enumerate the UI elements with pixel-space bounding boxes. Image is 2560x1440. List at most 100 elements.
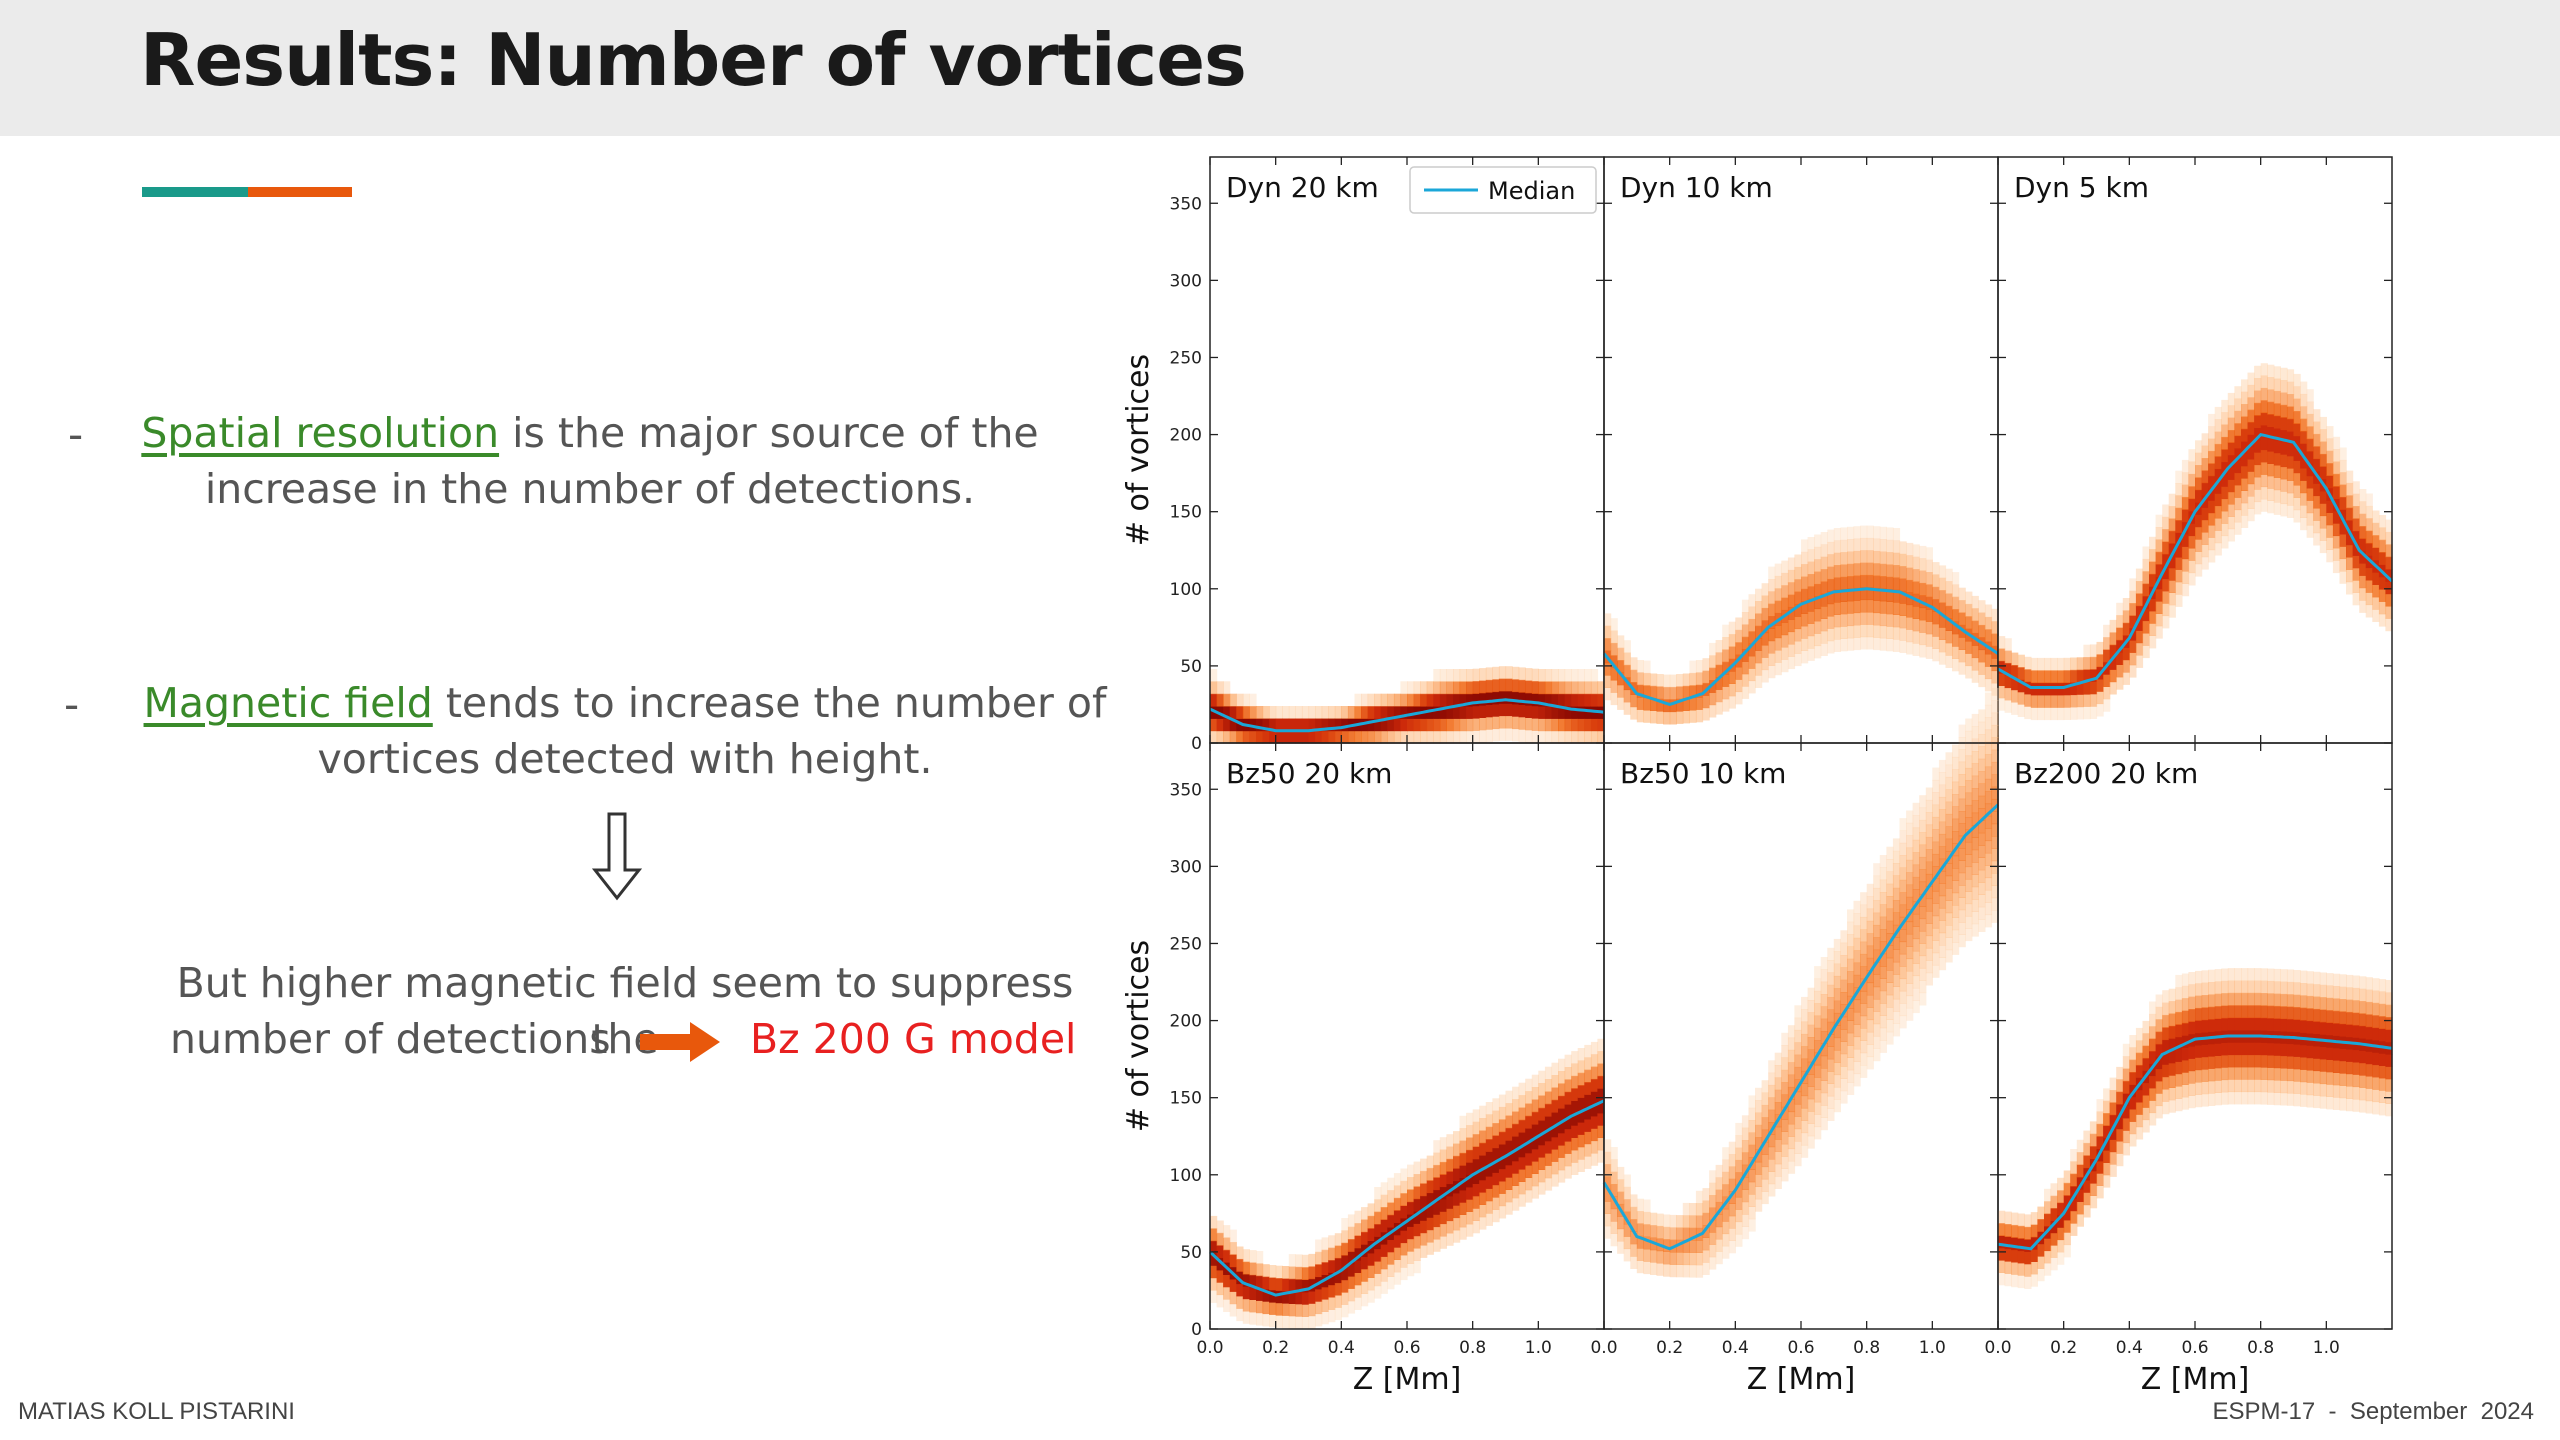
heatmap-cell	[1433, 1189, 1441, 1203]
heatmap-cell	[2181, 1084, 2190, 1098]
heatmap-cell	[1308, 1290, 1316, 1304]
heatmap-cell	[2306, 1082, 2314, 1096]
heatmap-cell	[1741, 612, 1750, 625]
heatmap-cell	[1919, 607, 1927, 621]
heatmap-cell	[2313, 1070, 2321, 1084]
heatmap-cell	[2332, 973, 2341, 987]
heatmap-cell	[2365, 493, 2373, 507]
y-axis-label: # of vortices	[1121, 940, 1156, 1132]
heatmap-cell	[2359, 1050, 2367, 1064]
heatmap-cell	[1958, 872, 1966, 886]
heatmap-cell	[1984, 778, 1993, 792]
heatmap-cell	[1446, 1195, 1454, 1209]
heatmap-cell	[1932, 562, 1940, 575]
heatmap-cell	[1781, 560, 1789, 574]
heatmap-cell	[1814, 633, 1822, 647]
heatmap-cell	[1505, 1201, 1513, 1215]
heatmap-cell	[2300, 430, 2308, 444]
heatmap-cell	[2273, 366, 2281, 380]
heatmap-cell	[1827, 566, 1835, 580]
heatmap-cell	[1886, 613, 1894, 627]
heatmap-cell	[1354, 1297, 1362, 1310]
heatmap-cell	[1715, 677, 1723, 690]
heatmap-cell	[1413, 718, 1421, 732]
heatmap-cell	[2142, 1057, 2150, 1071]
heatmap-cell	[1912, 618, 1920, 632]
heatmap-cell	[1807, 1111, 1815, 1124]
heatmap-cell	[1965, 743, 1973, 757]
heatmap-cell	[1873, 900, 1881, 914]
heatmap-cell	[2135, 605, 2144, 619]
heatmap-cell	[1991, 873, 1999, 886]
heatmap-cell	[2162, 1101, 2170, 1115]
heatmap-cell	[2286, 1055, 2295, 1069]
heatmap-cell	[1564, 1067, 1572, 1080]
heatmap-cell	[2306, 512, 2314, 526]
heatmap-cell	[1512, 1086, 1520, 1100]
heatmap-cell	[2129, 1121, 2137, 1135]
heatmap-cell	[1833, 1062, 1841, 1076]
heatmap-cell	[1275, 718, 1283, 732]
heatmap-cell	[1479, 1105, 1487, 1119]
heatmap-cell	[2319, 527, 2327, 541]
heatmap-cell	[2273, 427, 2281, 441]
heatmap-cell	[1991, 885, 1999, 899]
heatmap-cell	[2162, 553, 2170, 567]
heatmap-cell	[1952, 794, 1960, 807]
heatmap-cell	[1847, 921, 1855, 935]
heatmap-cell	[1301, 1267, 1310, 1280]
heatmap-cell	[1328, 1284, 1336, 1298]
heatmap-cell	[2339, 1060, 2347, 1074]
heatmap-cell	[2044, 657, 2052, 671]
heatmap-cell	[1242, 1298, 1250, 1312]
heatmap-cell	[1617, 1179, 1625, 1193]
heatmap-cell	[1636, 672, 1644, 686]
heatmap-cell	[1682, 1264, 1690, 1278]
heatmap-cell	[1275, 706, 1283, 719]
heatmap-cell	[2208, 1043, 2216, 1057]
heatmap-cell	[2241, 404, 2249, 417]
heatmap-cell	[1269, 730, 1277, 744]
heatmap-cell	[2188, 1046, 2196, 1059]
heatmap-cell	[1847, 1069, 1855, 1083]
heatmap-cell	[2247, 384, 2255, 398]
heatmap-cell	[1492, 679, 1500, 693]
heatmap-cell	[1512, 1123, 1520, 1137]
heatmap-cell	[1715, 1201, 1723, 1215]
heatmap-cell	[1262, 1276, 1270, 1290]
heatmap-cell	[1223, 693, 1231, 707]
heatmap-cell	[1801, 551, 1809, 565]
heatmap-cell	[2044, 1250, 2052, 1264]
heatmap-cell	[2089, 656, 2098, 670]
heatmap-cell	[1518, 1181, 1526, 1195]
heatmap-cell	[2306, 438, 2314, 452]
heatmap-cell	[2332, 1084, 2341, 1098]
heatmap-cell	[1860, 904, 1868, 918]
heatmap-cell	[1525, 1115, 1533, 1129]
heatmap-cell	[1459, 718, 1467, 732]
heatmap-cell	[1886, 539, 1894, 553]
heatmap-cell	[1866, 883, 1874, 897]
heatmap-cell	[2306, 983, 2314, 997]
heatmap-cell	[2162, 1076, 2170, 1090]
heatmap-cell	[2129, 1109, 2137, 1122]
heatmap-cell	[1984, 729, 1993, 743]
heatmap-cell	[1610, 1159, 1618, 1173]
heatmap-cell	[1374, 1211, 1382, 1225]
heatmap-cell	[1223, 1274, 1231, 1288]
bullet-dash-2: -	[64, 680, 80, 729]
heatmap-cell	[2221, 1005, 2229, 1019]
heatmap-cell	[1971, 645, 1979, 659]
heatmap-cell	[2050, 694, 2058, 708]
heatmap-cell	[1945, 764, 1953, 778]
heatmap-cell	[1321, 1237, 1329, 1251]
heatmap-cell	[1952, 744, 1960, 758]
heatmap-cell	[1991, 774, 1999, 788]
heatmap-cell	[2280, 1067, 2288, 1081]
heatmap-cell	[1636, 1260, 1644, 1274]
heatmap-cell	[2135, 1089, 2144, 1103]
heatmap-cell	[2273, 452, 2281, 466]
heatmap-cell	[1728, 1191, 1736, 1204]
heatmap-cell	[1630, 706, 1638, 720]
heatmap-cell	[2378, 515, 2387, 528]
